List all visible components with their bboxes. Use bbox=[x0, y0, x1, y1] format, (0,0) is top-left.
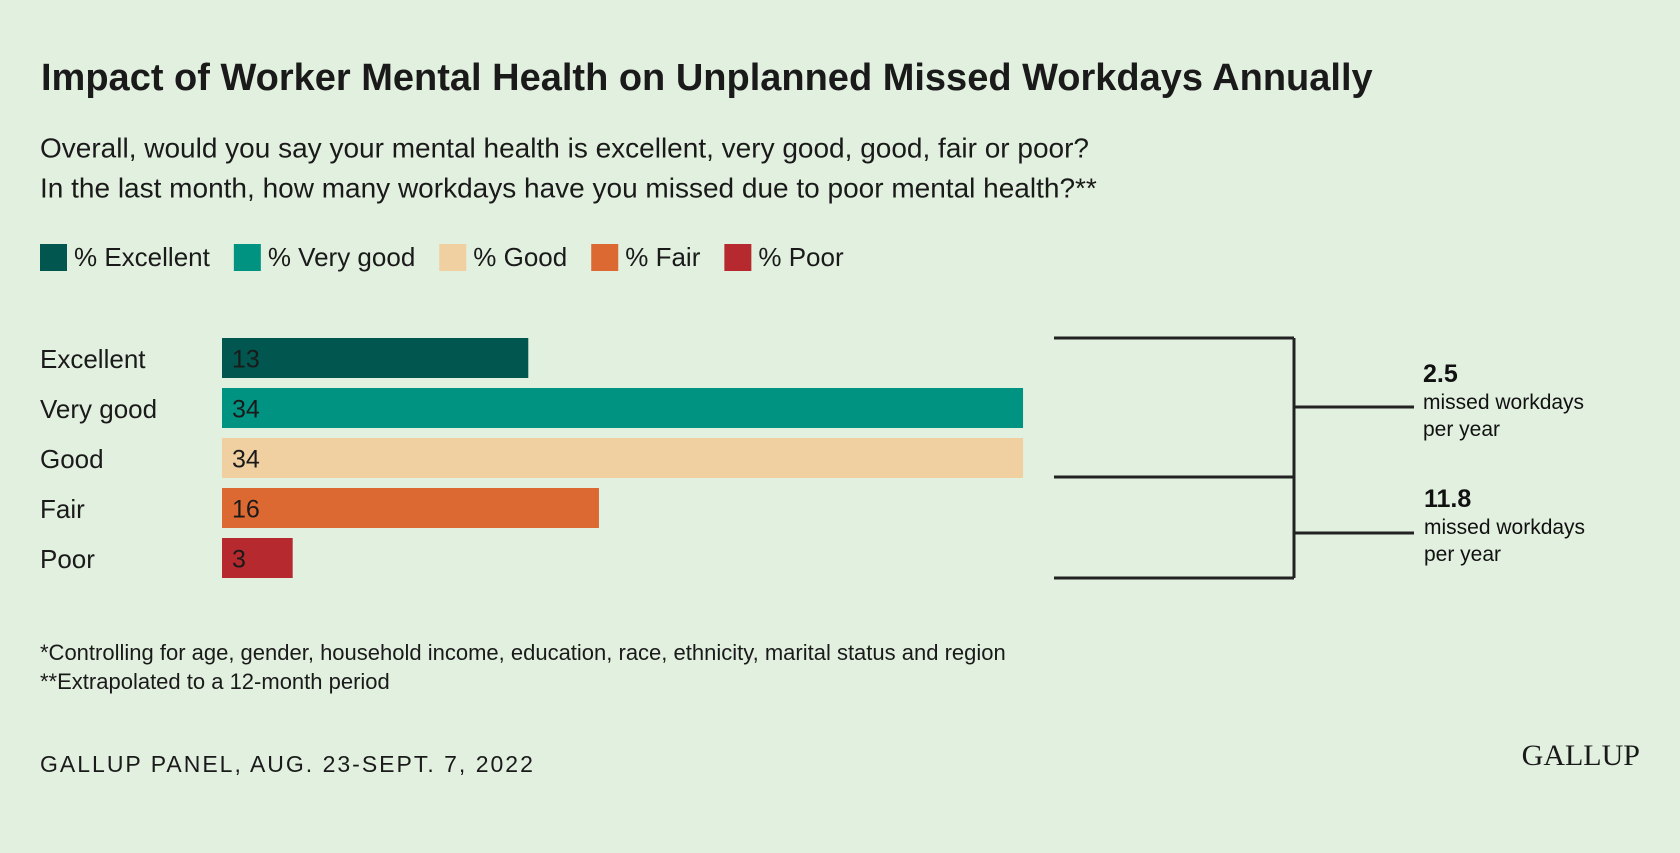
category-label: Poor bbox=[40, 544, 95, 574]
category-label: Good bbox=[40, 444, 104, 474]
annotation-value: 11.8 bbox=[1424, 485, 1472, 513]
bar bbox=[222, 388, 1024, 428]
chart-title: Impact of Worker Mental Health on Unplan… bbox=[41, 57, 1373, 99]
subtitle: In the last month, how many workdays hav… bbox=[40, 172, 1097, 203]
legend-swatch bbox=[591, 244, 619, 271]
legend-label: % Good bbox=[473, 242, 567, 272]
bar bbox=[222, 538, 293, 578]
bar bbox=[222, 488, 599, 528]
source: GALLUP PANEL, AUG. 23-SEPT. 7, 2022 bbox=[40, 751, 535, 777]
category-label: Very good bbox=[40, 394, 157, 424]
bar bbox=[222, 438, 1024, 478]
category-label: Excellent bbox=[40, 344, 146, 374]
value-label: 16 bbox=[232, 496, 260, 524]
annotation-value: 2.5 bbox=[1423, 360, 1458, 388]
legend-swatch bbox=[233, 244, 261, 271]
value-label: 34 bbox=[232, 396, 260, 424]
legend-label: % Poor bbox=[758, 242, 844, 272]
bar bbox=[222, 338, 529, 378]
annotation-label: missed workdays per year bbox=[1423, 391, 1585, 441]
legend-swatch bbox=[40, 244, 67, 271]
value-label: 34 bbox=[232, 446, 260, 474]
footnote: *Controlling for age, gender, household … bbox=[40, 640, 1006, 665]
bracket bbox=[1054, 336, 1414, 580]
logo: GALLUP bbox=[1522, 739, 1640, 772]
legend-label: % Fair bbox=[625, 242, 700, 272]
footnote: **Extrapolated to a 12-month period bbox=[40, 669, 390, 694]
legend-swatch bbox=[724, 244, 752, 271]
subtitle: Overall, would you say your mental healt… bbox=[40, 132, 1089, 163]
legend-label: % Very good bbox=[268, 242, 415, 272]
category-label: Fair bbox=[40, 494, 85, 524]
legend-swatch bbox=[439, 244, 467, 271]
legend-label: % Excellent bbox=[74, 242, 211, 272]
value-label: 3 bbox=[232, 546, 246, 574]
value-label: 13 bbox=[232, 346, 260, 374]
annotation-label: missed workdays per year bbox=[1424, 516, 1586, 566]
